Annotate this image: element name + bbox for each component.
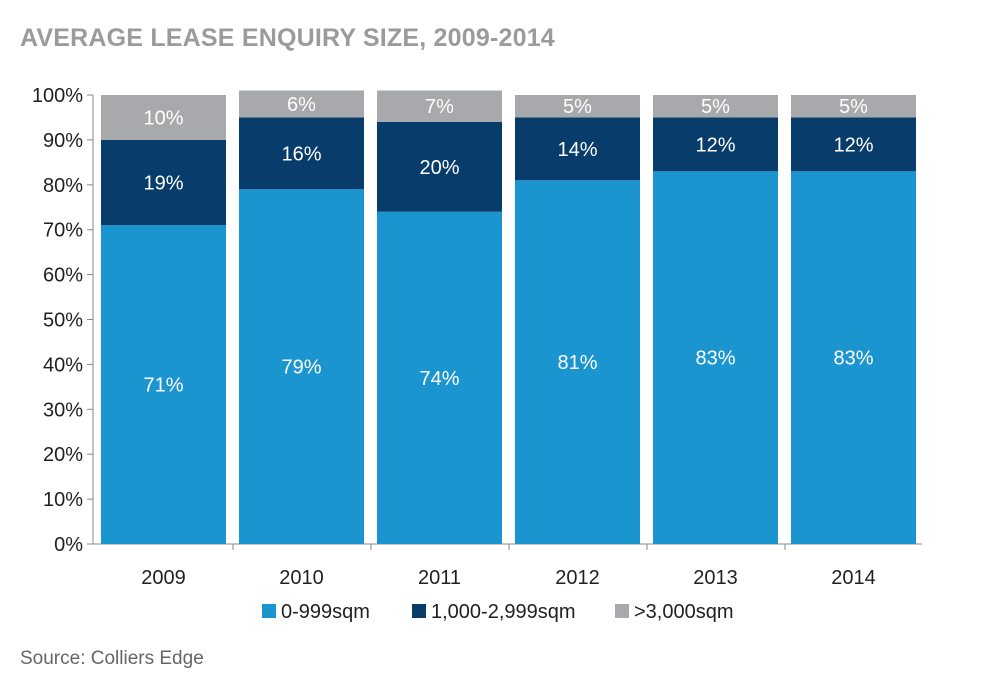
bar-segment (239, 189, 364, 545)
data-label: 6% (287, 94, 316, 116)
data-label: 12% (695, 134, 735, 156)
y-tick-label: 30% (43, 399, 83, 421)
x-tick-label: 2009 (141, 567, 186, 589)
bar-segment (377, 90, 502, 122)
data-label: 5% (839, 96, 868, 118)
legend-swatch (262, 604, 276, 618)
bar-segment (653, 95, 778, 118)
bar-segment (791, 117, 916, 172)
x-tick-label: 2010 (279, 567, 324, 589)
bar-segment (377, 211, 502, 545)
bar-segment (515, 95, 640, 118)
data-label: 7% (425, 96, 454, 118)
legend-label: 0-999sqm (281, 601, 370, 623)
source-note: Source: Colliers Edge (20, 648, 204, 669)
bar-segment (653, 171, 778, 544)
legend-label: 1,000-2,999sqm (431, 601, 576, 623)
x-tick-label: 2013 (693, 567, 738, 589)
y-tick-label: 40% (43, 354, 83, 376)
y-tick-label: 90% (43, 130, 83, 152)
y-tick-label: 10% (43, 489, 83, 511)
data-label: 83% (695, 348, 735, 370)
data-label: 74% (419, 368, 459, 390)
legend-swatch (412, 604, 426, 618)
bar-segment (377, 121, 502, 212)
bar-segment (653, 117, 778, 172)
x-tick-label: 2011 (418, 567, 461, 589)
data-label: 14% (557, 139, 597, 161)
bar-segment (515, 180, 640, 544)
data-label: 10% (143, 107, 183, 129)
data-label: 12% (833, 134, 873, 156)
x-tick-label: 2012 (555, 567, 600, 589)
data-label: 19% (143, 173, 183, 195)
data-label: 16% (281, 143, 321, 165)
x-tick-label: 2014 (831, 567, 876, 589)
y-tick-label: 50% (43, 310, 83, 332)
data-label: 5% (701, 96, 730, 118)
y-tick-label: 60% (43, 265, 83, 287)
bar-segment (791, 95, 916, 118)
legend-swatch (615, 604, 629, 618)
bar-segment (101, 225, 226, 544)
y-tick-label: 70% (43, 220, 83, 242)
y-tick-label: 0% (54, 534, 83, 556)
data-label: 83% (833, 348, 873, 370)
bar-segment (101, 139, 226, 226)
bar-segment (239, 90, 364, 118)
stacked-bar-chart: 0% 10% 20% 30% 40% 50% 60% 70% 80% 90% 100% 71% 19% 1… (32, 85, 922, 623)
y-tick-label: 20% (43, 444, 83, 466)
bar-segment (101, 95, 226, 140)
data-label: 79% (281, 357, 321, 379)
legend-label: >3,000sqm (634, 601, 734, 623)
y-tick-label: 80% (43, 175, 83, 197)
chart-title: AVERAGE LEASE ENQUIRY SIZE, 2009-2014 (20, 24, 555, 52)
bar-segment (791, 171, 916, 544)
data-label: 5% (563, 96, 592, 118)
data-label: 20% (419, 157, 459, 179)
data-label: 71% (143, 375, 183, 397)
bar-segment (239, 117, 364, 190)
data-label: 81% (557, 352, 597, 374)
bar-segment (515, 117, 640, 181)
y-tick-label: 100% (32, 85, 83, 107)
